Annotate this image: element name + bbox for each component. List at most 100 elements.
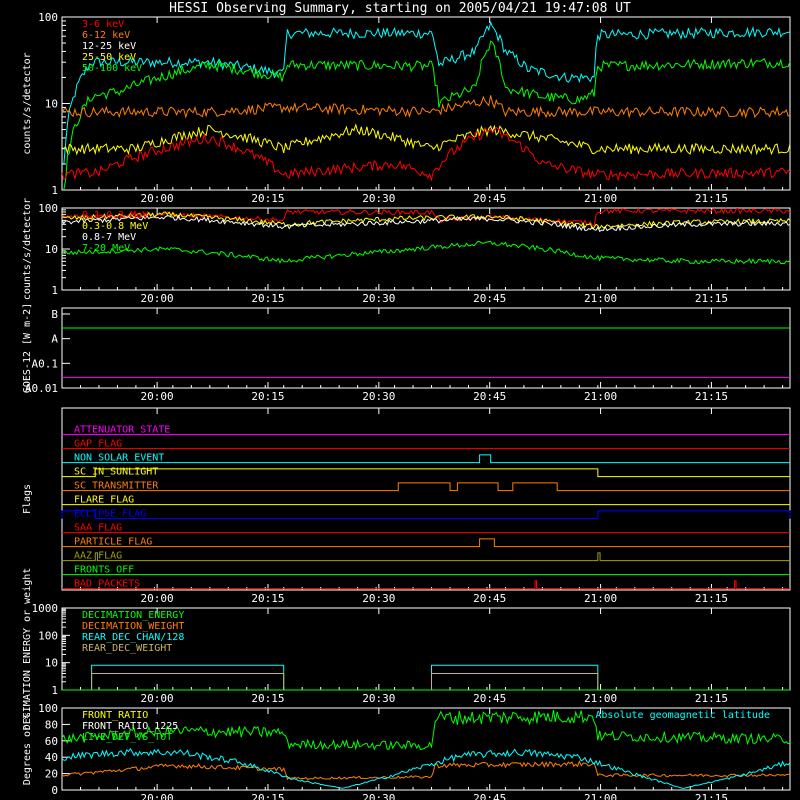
flags-frame	[61, 407, 791, 591]
ratio-legend-entry: FRONT_RATIO_1225	[82, 721, 178, 732]
flag-line	[62, 468, 790, 478]
flag-line	[62, 580, 790, 590]
decimation-xtick-label: 21:15	[695, 692, 728, 705]
ratio-xtick-label: 20:30	[362, 792, 395, 800]
series-0.8-7 MeV	[61, 214, 791, 233]
panel-flags: 20:00 20:15 20:30 20:45 21:00 21:15 Flags ATTEN…	[22, 407, 791, 605]
flag-line	[62, 482, 790, 492]
decimation-legend-entry: REAR_DEC_CHAN/128	[82, 632, 184, 643]
flag-label: AAZ_FLAG	[74, 551, 122, 562]
series-0.3-0.8 MeV	[61, 211, 791, 230]
decimation-ylabel: DECIMATION ENERGY or weight	[22, 568, 33, 731]
flags-xtick-label: 21:00	[584, 592, 617, 605]
low-energy-ytick-label: 1	[51, 184, 58, 197]
flag-label: FLARE_FLAG	[74, 495, 134, 506]
high-energy-xtick-label: 21:00	[584, 292, 617, 305]
ratio-annotation: Absolute geomagnetic latitude	[595, 710, 770, 721]
decimation-xtick-label: 20:00	[141, 692, 174, 705]
flag-label: FRONTS_OFF	[74, 565, 134, 576]
high-energy-legend-entry: 7-20 MeV	[82, 243, 130, 254]
ratio-legend-entry: LIVE_DET_VS_TOT	[82, 732, 172, 743]
ratio-frame	[61, 707, 791, 791]
flags-ylabel: Flags	[22, 484, 33, 514]
flag-label: SC_TRANSMITTER	[74, 481, 159, 492]
series-25-50 keV	[63, 40, 791, 191]
decimation-xtick-label: 20:30	[362, 692, 395, 705]
low-energy-xtick-label: 20:00	[141, 192, 174, 205]
flags-xtick-label: 21:15	[695, 592, 728, 605]
panel-low-energy: 20:00 20:15 20:30 20:45 21:00 21:15 counts/s/d…	[22, 11, 791, 205]
flag-label: NON_SOLAR_EVENT	[74, 453, 164, 464]
ratio-ytick-label: 20	[45, 768, 58, 781]
low-energy-xtick-label: 21:15	[695, 192, 728, 205]
flags-xtick-label: 20:45	[473, 592, 506, 605]
low-energy-ytick-label: 10	[45, 98, 58, 111]
low-energy-xtick-label: 20:30	[362, 192, 395, 205]
decimation-ytick-label: 10	[45, 657, 58, 670]
low-energy-xtick-label: 21:00	[584, 192, 617, 205]
series-0.1-0.3 MeV	[61, 207, 791, 227]
flag-label: SC_IN_SUNLIGHT	[74, 467, 158, 478]
goes-ylabel: GOES-12 [W m-2]	[22, 303, 33, 393]
decimation-xtick-label: 21:00	[584, 692, 617, 705]
panels: 20:00 20:15 20:30 20:45 21:00 21:15 counts/s/d…	[22, 11, 791, 800]
ratio-ytick-label: 80	[45, 718, 58, 731]
goes-xtick-label: 20:45	[473, 390, 506, 403]
flag-label: GAP_FLAG	[74, 439, 122, 450]
ratio-ytick-label: 60	[45, 735, 58, 748]
flag-label: BAD_PACKETS	[74, 579, 140, 590]
ratio-ytick-label: 0	[51, 784, 58, 797]
goes-xtick-label: 20:30	[362, 390, 395, 403]
high-energy-legend-entry: 0.3-0.8 MeV	[82, 221, 148, 232]
decimation-legend-entry: DECIMATION_WEIGHT	[82, 621, 184, 632]
panel-goes: 20:00 20:15 20:30 20:45 21:00 21:15 GOES-12 [W…	[22, 303, 791, 403]
flag-label: ECLIPSE_FLAG	[74, 509, 146, 520]
goes-ytick-label: A0.01	[25, 382, 58, 395]
decimation-ytick-label: 1	[51, 684, 58, 697]
flag-line	[61, 510, 791, 520]
goes-frame	[61, 307, 791, 389]
high-energy-legend-entry: 0.1-0.3 MeV	[82, 210, 148, 221]
goes-ytick-label: A0.1	[32, 357, 59, 370]
ratio-xtick-label: 21:00	[584, 792, 617, 800]
ratio-ytick-label: 100	[38, 702, 58, 715]
chart-title: HESSI Observing Summary, starting on 200…	[169, 1, 631, 16]
high-energy-xtick-label: 21:15	[695, 292, 728, 305]
series-50-100 keV	[63, 20, 791, 165]
ratio-xtick-label: 20:45	[473, 792, 506, 800]
flag-label: SAA_FLAG	[74, 523, 122, 534]
low-energy-legend-entry: 25-50 keV	[82, 52, 136, 63]
high-energy-ytick-label: 1	[51, 284, 58, 297]
goes-ytick-label: B	[51, 308, 58, 321]
high-energy-xtick-label: 20:45	[473, 292, 506, 305]
decimation-xtick-label: 20:45	[473, 692, 506, 705]
high-energy-xtick-label: 20:00	[141, 292, 174, 305]
panel-decimation: 20:00 20:15 20:30 20:45 21:00 21:15 DECIMATION…	[22, 568, 791, 731]
high-energy-xtick-label: 20:15	[251, 292, 284, 305]
series-FRONT_RATIO	[61, 760, 791, 781]
goes-ytick-label: A	[51, 333, 58, 346]
low-energy-legend-entry: 6-12 keV	[82, 30, 130, 41]
goes-xtick-label: 20:15	[251, 390, 284, 403]
low-energy-legend-entry: 3-6 keV	[82, 19, 124, 30]
decimation-legend-entry: REAR_DEC_WEIGHT	[82, 643, 172, 654]
ratio-ytick-label: 40	[45, 751, 58, 764]
goes-xtick-label: 21:00	[584, 390, 617, 403]
decimation-legend-entry: DECIMATION_ENERGY	[82, 610, 184, 621]
panel-ratio: 20:00 20:15 20:30 20:45 21:00 21:15 Degrees or…	[22, 702, 791, 800]
panel-high-energy: 20:00 20:15 20:30 20:45 21:00 21:15 counts/s/d…	[22, 198, 791, 305]
high-energy-ytick-label: 100	[38, 202, 58, 215]
series-6-12 keV	[61, 123, 791, 156]
flags-xtick-label: 20:30	[362, 592, 395, 605]
flags-xtick-label: 20:15	[251, 592, 284, 605]
decimation-ytick-label: 1000	[32, 602, 59, 615]
low-energy-xtick-label: 20:45	[473, 192, 506, 205]
ratio-xtick-label: 21:15	[695, 792, 728, 800]
series-LIVE_DET_VS_TOT	[61, 710, 791, 751]
ratio-xtick-label: 20:15	[251, 792, 284, 800]
flag-line	[62, 538, 790, 548]
low-energy-ytick-label: 100	[38, 11, 58, 24]
flag-line	[62, 454, 790, 464]
